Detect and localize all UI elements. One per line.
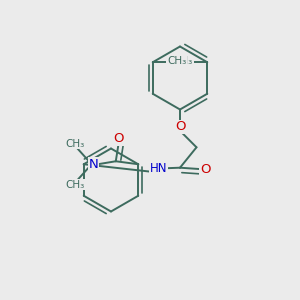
Text: CH₃: CH₃: [167, 56, 186, 66]
Text: CH₃: CH₃: [66, 139, 85, 149]
Text: O: O: [175, 120, 185, 134]
Text: CH₃: CH₃: [66, 180, 85, 190]
Text: O: O: [200, 163, 211, 176]
Text: O: O: [113, 132, 124, 145]
Text: HN: HN: [150, 162, 167, 175]
Text: CH₃: CH₃: [174, 56, 193, 66]
Text: N: N: [88, 158, 98, 171]
